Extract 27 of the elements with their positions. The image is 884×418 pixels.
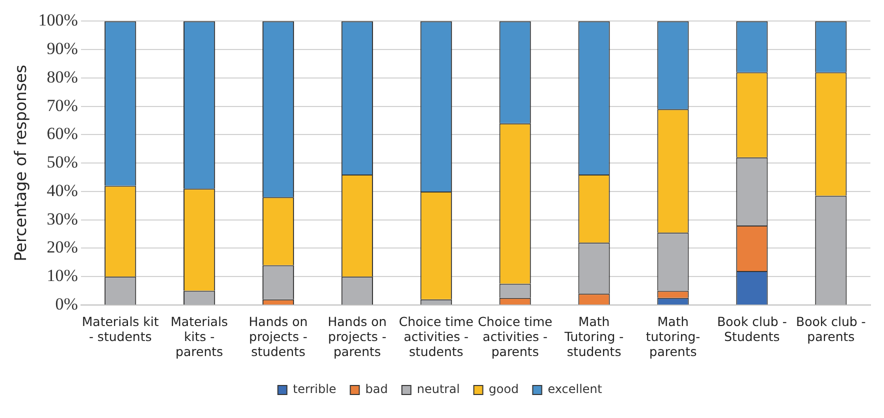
legend-label: bad — [365, 382, 388, 396]
y-tick-label: 30% — [46, 209, 78, 228]
y-tick-label: 60% — [46, 124, 78, 144]
x-tick-label: Book club - Students — [717, 314, 787, 344]
x-tick-label: Math tutoring-parents — [646, 314, 700, 359]
x-tick-label: Hands on projects - parents — [328, 314, 387, 359]
x-tick-label: Materials kits - parents — [170, 314, 228, 359]
y-tick-label: 0% — [55, 294, 78, 314]
y-tick-label: 50% — [46, 152, 78, 172]
y-tick-label: 40% — [46, 180, 78, 200]
legend-label: good — [488, 382, 519, 396]
legend-label: excellent — [548, 382, 602, 396]
y-tick-label: 90% — [46, 39, 78, 58]
legend-label: terrible — [292, 382, 336, 396]
x-tick-label: Choice time activities - students — [398, 314, 474, 359]
y-tick-label: 80% — [46, 67, 78, 86]
y-tick-label: 10% — [46, 266, 78, 286]
y-axis-title: Percentage of responses — [10, 64, 30, 262]
x-tick-label: Math Tutoring - students — [563, 314, 624, 359]
y-tick-label: 20% — [46, 238, 78, 257]
x-tick-label: Choice time activities - parents — [478, 314, 553, 359]
y-tick-label: 100% — [38, 10, 78, 30]
y-tick-label: 70% — [46, 96, 78, 115]
legend-label: neutral — [416, 382, 460, 396]
x-tick-label: Hands on projects - students — [248, 314, 308, 359]
x-tick-label: Materials kit - students — [82, 314, 159, 344]
x-tick-label: Book club - parents — [796, 314, 866, 344]
